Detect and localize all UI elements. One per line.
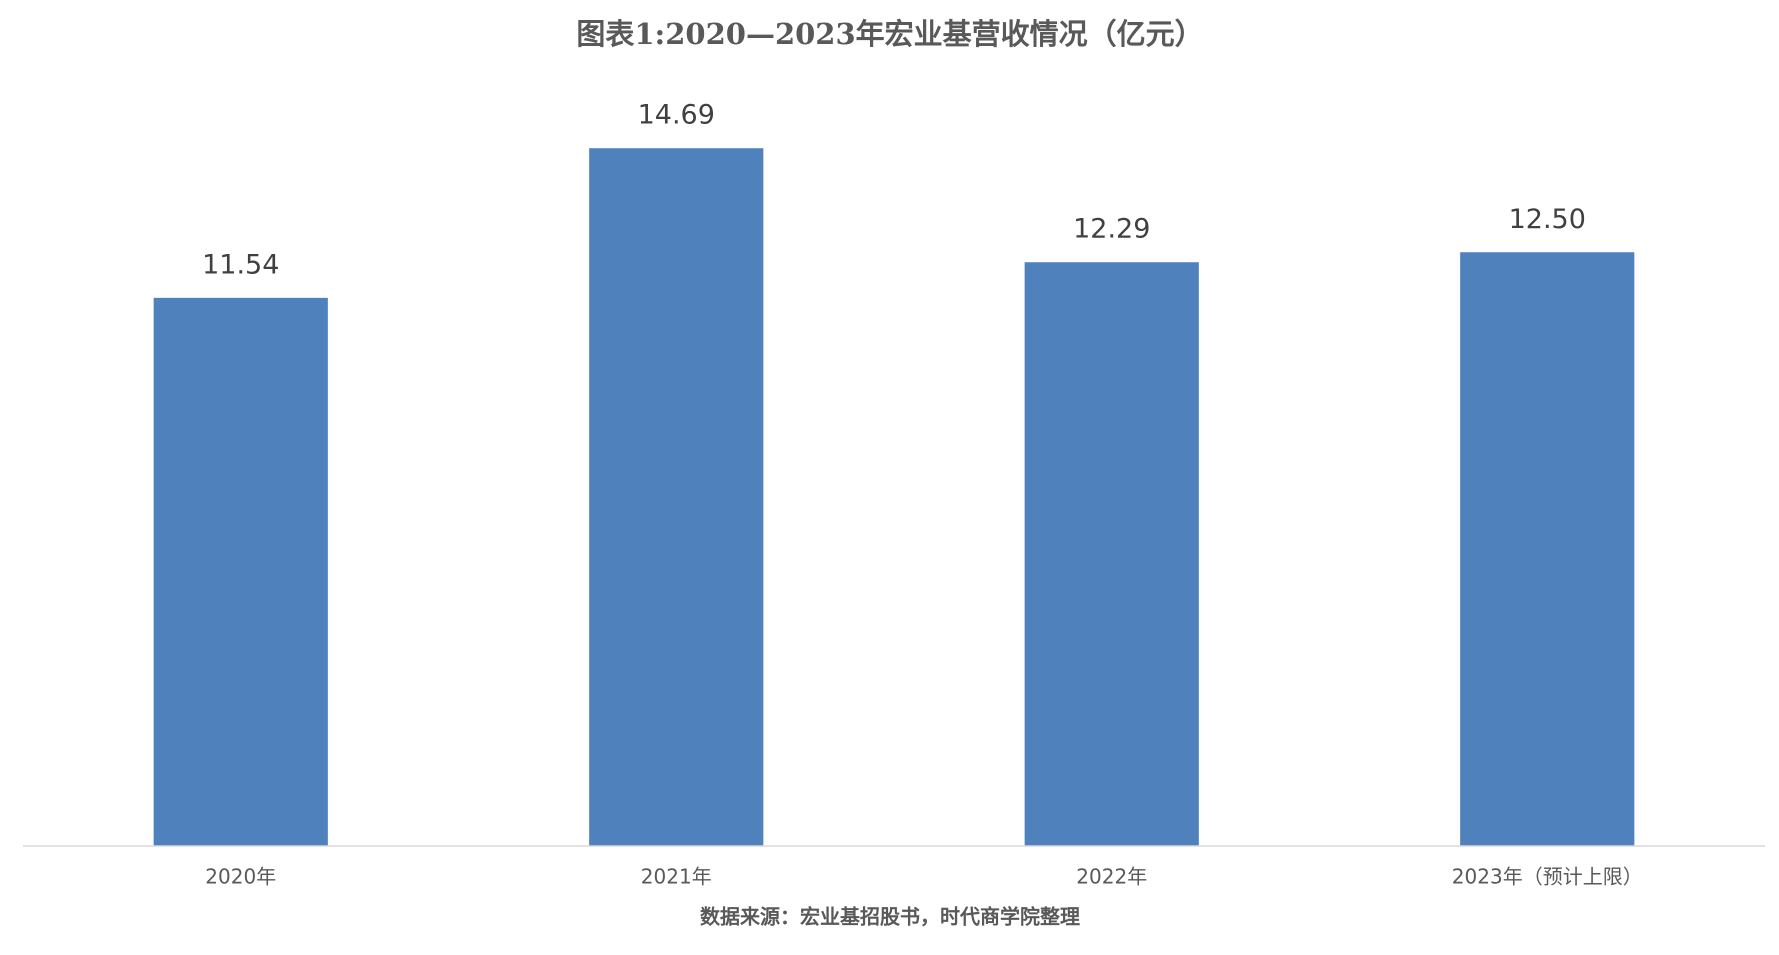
data-label: 12.29 (1073, 214, 1150, 245)
bar (589, 148, 764, 847)
bar (1024, 262, 1199, 847)
data-label: 11.54 (202, 249, 279, 280)
bar (1460, 252, 1635, 846)
data-label: 14.69 (638, 100, 715, 131)
source-note: 数据来源：宏业基招股书，时代商学院整理 (700, 905, 1080, 929)
x-tick-label: 2020年 (205, 865, 276, 889)
x-tick-label: 2022年 (1076, 865, 1147, 889)
x-tick-label: 2021年 (641, 865, 712, 889)
bar (153, 297, 328, 847)
chart-title: 图表1:2020—2023年宏业基营收情况（亿元） (576, 17, 1203, 51)
data-label: 12.50 (1509, 204, 1586, 235)
x-tick-label: 2023年（预计上限） (1452, 865, 1643, 889)
